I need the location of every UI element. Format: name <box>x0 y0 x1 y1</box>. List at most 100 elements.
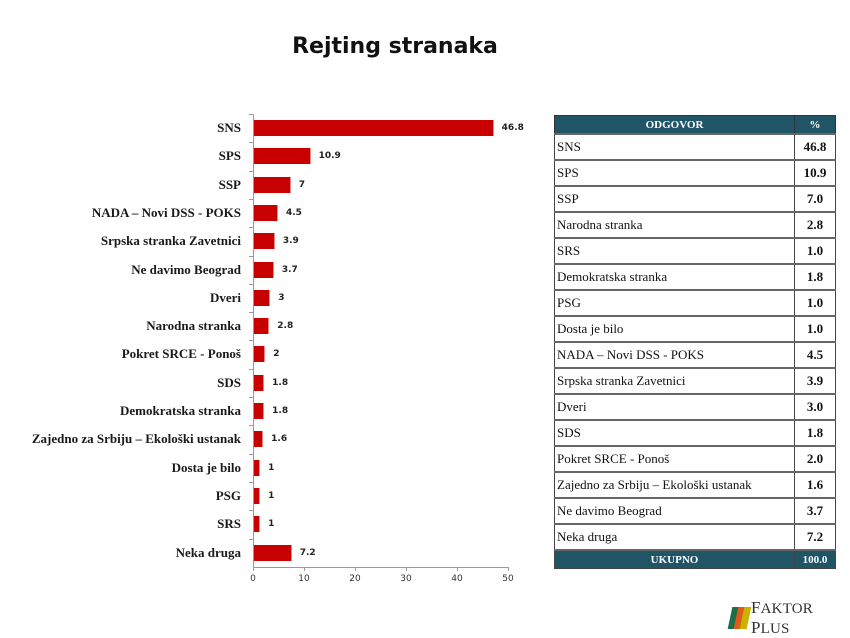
y-tick <box>249 397 253 398</box>
row-label: Dveri <box>554 393 795 421</box>
row-value: 7.2 <box>794 523 836 551</box>
row-value: 1.6 <box>794 471 836 499</box>
value-label: 2 <box>273 349 280 360</box>
header-percent: % <box>794 115 836 135</box>
category-label: Demokratska stranka <box>120 403 241 418</box>
row-value: 3.9 <box>794 367 836 395</box>
x-tick-label: 10 <box>298 574 310 584</box>
y-tick <box>249 170 253 172</box>
chart-row: SDS 1.8 <box>0 369 540 397</box>
value-label: 1.8 <box>272 406 289 416</box>
row-label: Neka druga <box>554 523 795 551</box>
chart-row: PSG 1 <box>0 482 540 510</box>
table-row: Pokret SRCE - Ponoš 2.0 <box>554 445 836 473</box>
value-label: 1 <box>268 519 275 530</box>
faktor-plus-logo: FAKTOR PLUS <box>727 598 850 638</box>
row-value: 10.9 <box>794 159 836 187</box>
category-label: NADA – Novi DSS - POKS <box>91 204 241 220</box>
x-tick <box>406 567 407 571</box>
row-value: 3.7 <box>794 497 836 525</box>
value-label: 1 <box>268 462 275 473</box>
x-tick-label: 40 <box>451 574 463 584</box>
row-label: SPS <box>554 159 795 187</box>
bar <box>254 459 261 476</box>
chart-row: SRS 1 <box>0 510 540 538</box>
row-label: NADA – Novi DSS - POKS <box>554 341 795 369</box>
value-label: 3.7 <box>281 264 298 275</box>
x-tick <box>457 567 458 571</box>
y-tick <box>249 538 253 540</box>
x-tick <box>355 567 356 571</box>
total-row: UKUPNO 100.0 <box>554 549 836 569</box>
value-label: 1.6 <box>271 434 288 445</box>
bar <box>254 431 264 448</box>
chart-row: Narodna stranka 2.8 <box>0 312 540 340</box>
y-tick <box>249 340 253 342</box>
value-label: 10.9 <box>318 151 341 162</box>
row-value: 1.8 <box>794 263 836 291</box>
table-row: Dveri 3.0 <box>554 393 836 421</box>
x-tick-label: 50 <box>502 574 514 584</box>
bar <box>254 289 271 306</box>
bar <box>254 346 266 363</box>
chart-row: Srpska stranka Zavetnici 3.9 <box>0 227 540 255</box>
row-label: Zajedno za Srbiju – Ekološki ustanak <box>554 471 795 499</box>
table-row: Zajedno za Srbiju – Ekološki ustanak 1.6 <box>554 471 836 499</box>
value-label: 1 <box>268 490 275 501</box>
category-label: Zajedno za Srbiju – Ekološki ustanak <box>31 431 241 447</box>
results-table: ODGOVOR % SNS 46.8 SPS 10.9 SSP 7.0 Narodna st… <box>554 115 836 569</box>
chart-row: Dveri 3 <box>0 284 540 312</box>
table-row: SNS 46.8 <box>554 133 836 161</box>
category-label: Narodna stranka <box>146 318 241 334</box>
chart-title: Rejting stranaka <box>292 34 498 59</box>
total-value: 100.0 <box>794 549 836 569</box>
row-label: SNS <box>554 133 795 161</box>
table-row: SRS 1.0 <box>554 237 836 265</box>
category-label: SDS <box>217 374 241 390</box>
bar <box>254 261 274 278</box>
category-label: SSP <box>218 176 241 192</box>
row-label: Narodna stranka <box>554 211 795 239</box>
table-row: NADA – Novi DSS - POKS 4.5 <box>554 341 836 369</box>
row-value: 3.0 <box>794 393 836 421</box>
y-tick <box>249 283 253 285</box>
bar <box>254 120 494 136</box>
category-label: SNS <box>217 120 241 135</box>
category-label: Neka druga <box>175 544 241 560</box>
chart-row: SSP 7 <box>0 171 540 199</box>
y-tick <box>249 114 253 115</box>
table-row: Neka druga 7.2 <box>554 523 836 551</box>
category-label: PSG <box>215 487 241 503</box>
row-value: 1.0 <box>794 315 836 343</box>
table-row: Dosta je bilo 1.0 <box>554 315 836 343</box>
row-value: 7.0 <box>794 185 836 213</box>
bar <box>254 233 275 250</box>
table-row: SDS 1.8 <box>554 419 836 447</box>
bar <box>254 374 265 391</box>
y-axis <box>253 114 254 567</box>
y-tick <box>249 368 253 370</box>
bar <box>254 318 270 335</box>
row-label: SSP <box>554 185 795 213</box>
total-label: UKUPNO <box>554 549 795 569</box>
table-row: Ne davimo Beograd 3.7 <box>554 497 836 525</box>
value-label: 4.5 <box>285 207 302 218</box>
chart-row: Pokret SRCE - Ponoš 2 <box>0 340 540 368</box>
table-row: Narodna stranka 2.8 <box>554 211 836 239</box>
row-label: Srpska stranka Zavetnici <box>554 367 795 395</box>
y-tick <box>249 312 253 314</box>
x-tick-label: 0 <box>250 574 256 584</box>
category-label: Ne davimo Beograd <box>131 261 241 277</box>
value-label: 3 <box>278 292 285 303</box>
value-label: 2.8 <box>277 321 294 332</box>
logo-icon <box>727 607 752 629</box>
table-row: SSP 7.0 <box>554 185 836 213</box>
chart-row: Ne davimo Beograd 3.7 <box>0 256 540 284</box>
bar <box>254 403 265 419</box>
row-value: 2.0 <box>794 445 836 473</box>
y-tick <box>249 481 253 483</box>
bar <box>254 516 261 533</box>
chart-row: Neka druga 7.2 <box>0 539 540 567</box>
x-tick-label: 20 <box>349 574 361 584</box>
table-row: Demokratska stranka 1.8 <box>554 263 836 291</box>
